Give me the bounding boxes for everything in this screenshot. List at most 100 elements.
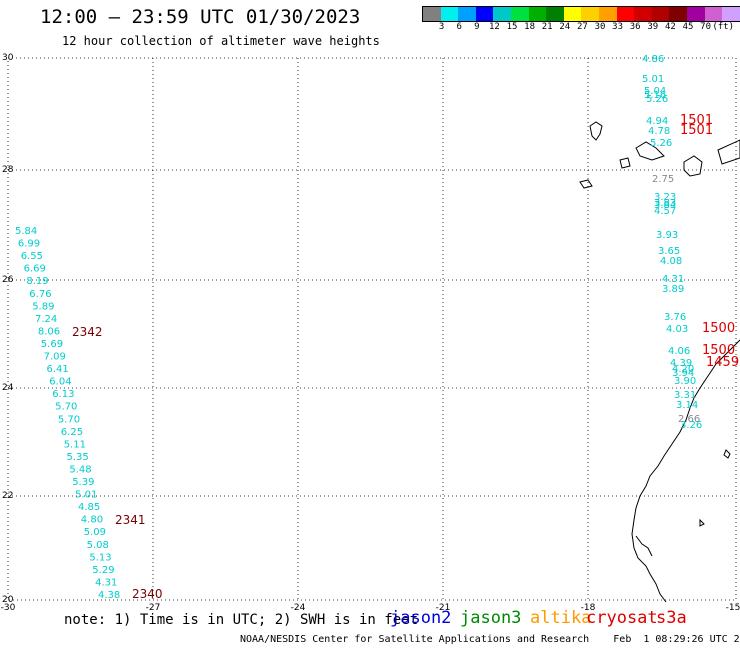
colorbar-swatch [563, 7, 582, 21]
colorbar-label: 3 [438, 22, 445, 32]
wave-height-label: 5.08 [87, 540, 109, 551]
wave-height-label: 5.70 [58, 414, 80, 425]
wave-height-label: 3.76 [664, 312, 686, 323]
wave-height-label: 4.31 [95, 577, 117, 588]
colorbar-labels: 3 6 9 12 15 18 21 24 27 30 33 36 39 42 45 70 (ft) [424, 22, 740, 34]
colorbar-label: 42 [664, 22, 676, 32]
wave-height-label: 5.84 [15, 226, 37, 237]
colorbar-swatch [581, 7, 599, 21]
wave-height-label: 5.09 [84, 527, 106, 538]
wave-height-label: 8.06 [38, 326, 60, 337]
wave-height-label: 5.39 [72, 477, 94, 488]
wave-height-label: 4.20 [672, 364, 694, 375]
x-tick-label: -21 [436, 603, 451, 613]
colorbar-swatch [722, 7, 740, 21]
colorbar-label: 27 [576, 22, 588, 32]
wave-height-label: 5.01 [75, 490, 97, 501]
island-hierro [579, 179, 593, 189]
wave-height-label: 6.99 [18, 239, 40, 250]
colorbar-label: 36 [629, 22, 641, 32]
pass-time-label: 2340 [132, 587, 163, 601]
y-tick-label: 20 [2, 595, 14, 605]
wave-height-label: 6.69 [24, 264, 46, 275]
colorbar-label: 15 [506, 22, 518, 32]
wave-height-label: 3.83 [654, 198, 676, 209]
colorbar-swatch [493, 7, 511, 21]
footer-credit: NOAA/NESDIS Center for Satellite Applica… [240, 634, 740, 645]
colorbar-label: 70 [700, 22, 712, 32]
colorbar-swatch [598, 7, 617, 21]
wave-height-label: 5.16 [644, 90, 666, 101]
wave-height-label: 6.76 [29, 289, 51, 300]
mission-legend-item: altika [530, 608, 592, 628]
wave-height-label: 5.11 [64, 439, 86, 450]
mission-legend-item: jason2 [390, 608, 452, 628]
map-frame [7, 57, 737, 601]
island-gomera [619, 157, 631, 169]
colorbar-swatch [510, 7, 529, 21]
colorbar-swatch [475, 7, 494, 21]
colorbar-label: 39 [647, 22, 659, 32]
y-tick-label: 22 [2, 491, 13, 501]
colorbar-label: 24 [559, 22, 571, 32]
coast-inlet [635, 535, 653, 557]
pass-time-label: 1459 [706, 355, 739, 370]
y-tick-label: 24 [2, 383, 14, 393]
colorbar-label: 6 [456, 22, 462, 32]
wave-height-label: 3.89 [662, 284, 684, 295]
wave-height-label: 3.65 [658, 246, 680, 257]
island-la-palma [589, 121, 603, 141]
wave-height-label: 3.23 [654, 192, 676, 203]
x-tick-label: -18 [581, 603, 596, 613]
west-track: 5.84 6.996.55 6.698.19 6.765.89 7.248.06 5.69… [15, 226, 163, 601]
colorbar-label: 21 [541, 22, 553, 32]
wave-height-label: 5.29 [92, 565, 114, 576]
colorbar-label: 45 [682, 22, 694, 32]
wave-height-label: 5.48 [69, 465, 91, 476]
wave-height-label: 5.69 [41, 339, 63, 350]
pass-time-label: 1501 [680, 113, 713, 128]
wave-height-label: 4.31 [662, 274, 684, 285]
wave-height-label: 5.26 [650, 138, 672, 149]
y-tick-label: 28 [2, 165, 14, 175]
mission-legend-item: jason3 [460, 608, 522, 628]
wave-height-label: 6.25 [61, 427, 83, 438]
wave-height-label: 4.38 [98, 590, 120, 601]
page-title: 12:00 – 23:59 UTC 01/30/2023 [40, 6, 361, 28]
wave-height-label: 4.57 [654, 206, 676, 217]
colorbar-swatch [704, 7, 723, 21]
small-island-east [723, 449, 731, 459]
wave-height-label: 4.85 [78, 502, 100, 513]
wave-height-label: 4.86 [642, 54, 664, 65]
page-subtitle: 12 hour collection of altimeter wave hei… [62, 34, 380, 48]
pass-time-label: 1501 [680, 123, 713, 138]
x-tick-label: -15 [726, 603, 740, 613]
wave-height-label: 3.14 [676, 400, 698, 411]
colorbar-swatch [634, 7, 652, 21]
wave-height-label: 5.89 [32, 301, 54, 312]
wave-height-label: 2.66 [678, 414, 700, 425]
wave-height-label: 8.19 [26, 276, 48, 287]
pass-time-label: 2342 [72, 325, 103, 339]
colorbar-label: 30 [594, 22, 606, 32]
map-grid [7, 57, 737, 601]
wave-height-label: 4.03 [666, 324, 688, 335]
colorbar-swatch [440, 7, 459, 21]
wave-height-label: 5.26 [646, 94, 668, 105]
wave-height-label: 3.26 [680, 420, 702, 431]
wave-height-label: 4.39 [670, 358, 692, 369]
colorbar-swatch [669, 7, 687, 21]
colorbar-swatch [546, 7, 564, 21]
y-tick-label: 26 [2, 275, 14, 285]
colorbar-swatch [458, 7, 476, 21]
colorbar-swatch [528, 7, 547, 21]
axis-labels: 30 28 26 24 22 20-30 -27 -24 -21 -18 -15 [1, 53, 740, 613]
wave-height-label: 4.06 [668, 346, 690, 357]
wave-height-label: 4.80 [81, 515, 103, 526]
colorbar-label: 18 [524, 22, 536, 32]
wave-height-label: 3.94 [672, 368, 694, 379]
wave-height-label: 5.01 [642, 74, 664, 85]
wave-height-label: 4.78 [648, 126, 670, 137]
mission-legend-item: s3a [656, 608, 687, 628]
x-tick-label: -27 [146, 603, 161, 613]
